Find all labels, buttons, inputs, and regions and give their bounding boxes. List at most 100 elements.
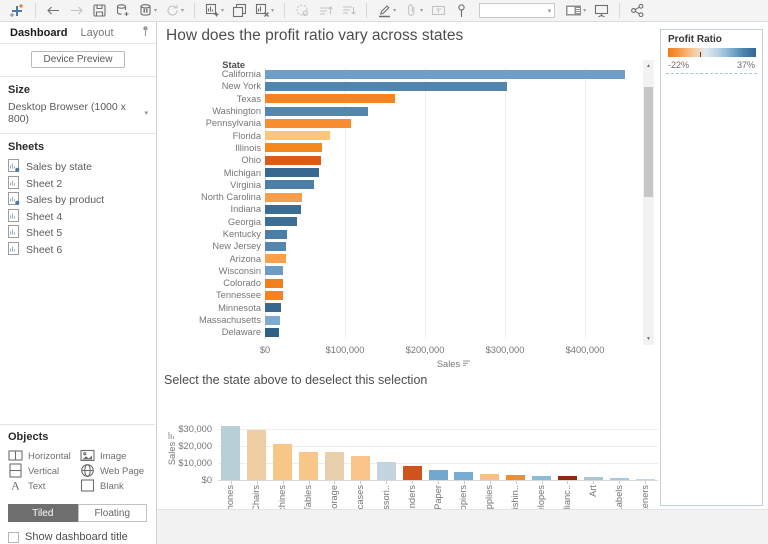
fit-dropdown[interactable]: ▾: [479, 3, 556, 18]
bar-north-carolina[interactable]: [265, 192, 302, 202]
tab-layout[interactable]: Layout: [80, 26, 114, 39]
sheet-item-sheet-2[interactable]: Sheet 2: [8, 175, 148, 193]
y-axis-title[interactable]: Sales: [166, 410, 178, 486]
save-icon[interactable]: [90, 1, 109, 21]
bar-plianc-[interactable]: [557, 475, 577, 480]
state-label[interactable]: Georgia: [227, 216, 261, 227]
show-me-icon[interactable]: ▾: [563, 1, 588, 21]
bar-storage[interactable]: [324, 451, 344, 480]
sheet-item-sheet-6[interactable]: Sheet 6: [8, 241, 148, 259]
bar-velopes[interactable]: [532, 475, 552, 480]
state-label[interactable]: New York: [221, 81, 261, 92]
bar-massachusetts[interactable]: [265, 315, 281, 325]
bar-virginia[interactable]: [265, 180, 314, 190]
bar-michigan[interactable]: [265, 168, 320, 178]
bar-georgia[interactable]: [265, 217, 297, 227]
bar-achines[interactable]: [273, 444, 293, 480]
bar-binders[interactable]: [402, 466, 422, 480]
tableau-logo-icon[interactable]: [7, 1, 27, 21]
object-blank[interactable]: Blank: [80, 478, 149, 494]
bar-wisconsin[interactable]: [265, 266, 284, 276]
state-label[interactable]: New Jersey: [212, 241, 261, 252]
bar-rnishin-[interactable]: [506, 474, 526, 480]
state-label[interactable]: Indiana: [230, 204, 261, 215]
state-label[interactable]: Virginia: [230, 179, 261, 190]
tiled-button[interactable]: Tiled: [8, 504, 78, 522]
object-text[interactable]: A Text: [8, 478, 80, 494]
object-web-page[interactable]: Web Page: [80, 463, 149, 479]
state-label[interactable]: Texas: [236, 93, 261, 104]
object-vertical[interactable]: Vertical: [8, 462, 80, 479]
state-label[interactable]: Washington: [212, 106, 261, 117]
state-label[interactable]: Minnesota: [218, 302, 261, 313]
bar-cessori-[interactable]: [376, 462, 396, 480]
x-axis-title[interactable]: Sales: [265, 359, 643, 369]
chart-scrollbar[interactable]: ▲ ▼: [643, 60, 654, 345]
bar-minnesota[interactable]: [265, 303, 281, 313]
state-label[interactable]: Arizona: [229, 253, 261, 264]
new-worksheet-icon[interactable]: ▾: [203, 1, 226, 21]
object-horizontal[interactable]: Horizontal: [8, 449, 80, 464]
bar-delaware[interactable]: [265, 327, 280, 337]
show-dashboard-title-checkbox[interactable]: [8, 531, 19, 543]
state-label[interactable]: Massachusetts: [198, 315, 261, 326]
duplicate-icon[interactable]: [230, 1, 249, 21]
scroll-up-icon[interactable]: ▲: [646, 63, 651, 69]
undo-icon[interactable]: [44, 1, 63, 21]
state-label[interactable]: Michigan: [223, 167, 261, 178]
bar-colorado[interactable]: [265, 278, 284, 288]
state-label[interactable]: Kentucky: [222, 229, 261, 239]
scroll-down-icon[interactable]: ▼: [646, 336, 651, 342]
bar-ohio[interactable]: [265, 155, 321, 165]
pin-icon[interactable]: [452, 1, 471, 21]
bar-art[interactable]: [583, 476, 603, 480]
bar-okcases[interactable]: [350, 456, 370, 480]
bar-steners[interactable]: [635, 479, 655, 480]
sheet-item-sheet-4[interactable]: Sheet 4: [8, 208, 148, 226]
tab-dashboard[interactable]: Dashboard: [10, 26, 68, 39]
bar-tennessee[interactable]: [265, 290, 283, 300]
bar-copiers[interactable]: [454, 472, 474, 480]
state-label[interactable]: Ohio: [241, 155, 261, 166]
presentation-icon[interactable]: [592, 1, 611, 21]
share-icon[interactable]: [628, 1, 647, 21]
state-label[interactable]: Wisconsin: [218, 265, 261, 276]
floating-button[interactable]: Floating: [77, 504, 147, 522]
profit-ratio-legend[interactable]: Profit Ratio -22% 37%: [660, 29, 763, 506]
show-dashboard-title-row[interactable]: Show dashboard title: [8, 531, 147, 543]
bar-california[interactable]: [265, 69, 625, 79]
bar-illinois[interactable]: [265, 143, 322, 153]
pause-auto-updates-icon[interactable]: ▾: [136, 1, 159, 21]
bar-indiana[interactable]: [265, 204, 301, 214]
bar-pennsylvania[interactable]: [265, 118, 351, 128]
bar-tables[interactable]: [299, 451, 319, 480]
sheet-item-sales-by-product[interactable]: Sales by product: [8, 192, 148, 209]
bar-washington[interactable]: [265, 106, 369, 116]
state-label[interactable]: North Carolina: [201, 192, 261, 203]
size-dropdown[interactable]: Desktop Browser (1000 x 800) ▾: [8, 101, 148, 125]
bar-arizona[interactable]: [265, 254, 286, 264]
bar-new-york[interactable]: [265, 81, 508, 91]
bar-texas[interactable]: [265, 94, 396, 104]
state-label[interactable]: Colorado: [223, 278, 261, 289]
bar-phones[interactable]: [221, 425, 241, 480]
state-column-header[interactable]: State: [222, 60, 245, 70]
highlight-icon[interactable]: ▾: [375, 1, 398, 21]
state-label[interactable]: Pennsylvania: [205, 118, 261, 129]
state-label[interactable]: Delaware: [221, 327, 261, 338]
bar-new-jersey[interactable]: [265, 241, 286, 251]
sheet-item-sales-by-state[interactable]: Sales by state: [8, 159, 148, 176]
bar-kentucky[interactable]: [265, 229, 288, 239]
bar-upplies[interactable]: [480, 474, 500, 480]
state-label[interactable]: Florida: [232, 130, 261, 141]
device-preview-button[interactable]: Device Preview: [31, 51, 125, 68]
state-label[interactable]: California: [221, 69, 261, 80]
pane-pin-icon[interactable]: [141, 24, 150, 42]
bar-florida[interactable]: [265, 131, 330, 141]
bar-paper[interactable]: [428, 469, 448, 480]
bar-labels[interactable]: [609, 478, 629, 480]
new-data-source-icon[interactable]: [113, 1, 132, 21]
object-image[interactable]: Image: [80, 449, 149, 464]
clear-sheet-icon[interactable]: ▾: [253, 1, 276, 21]
scrollbar-thumb[interactable]: [644, 87, 653, 197]
